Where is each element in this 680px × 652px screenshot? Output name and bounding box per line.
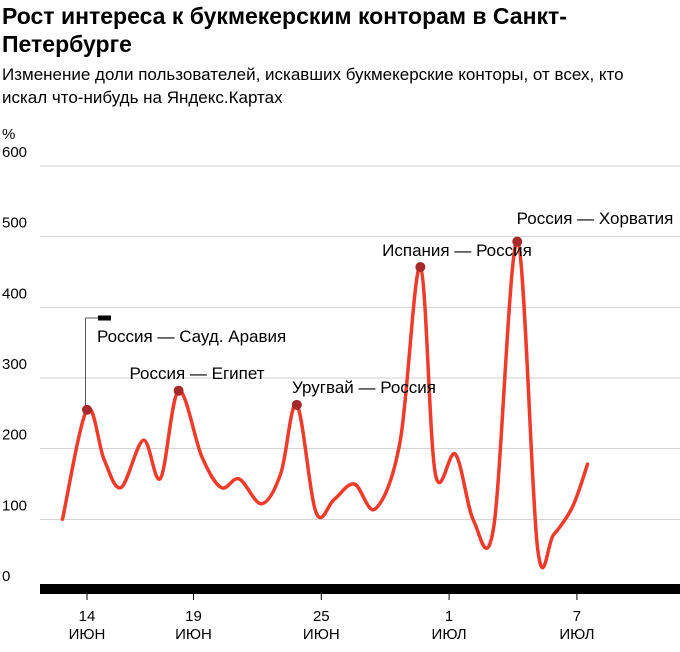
y-axis-ticks: 0 100 200 300 400 500 600 (2, 144, 27, 585)
annotation-label: Уругвай — Россия (292, 378, 436, 397)
y-tick-label: 0 (2, 568, 10, 585)
x-tick-label-day: 25 (313, 608, 330, 625)
y-tick-label: 600 (2, 144, 27, 161)
grid-lines (40, 165, 680, 520)
x-tick-label-month: ИЮН (69, 626, 106, 643)
annotation-point (291, 399, 302, 410)
x-tick-label-month: ИЮН (303, 626, 340, 643)
y-axis-label: % (2, 126, 15, 143)
annotation-label: Россия — Хорватия (517, 209, 674, 228)
x-tick-label-month: ИЮЛ (432, 626, 467, 643)
y-tick-label: 200 (2, 427, 27, 444)
annotation-point (415, 262, 426, 273)
chart-subtitle: Изменение доли пользователей, искавших б… (2, 65, 624, 107)
y-tick-label: 500 (2, 215, 27, 232)
annotation-point (82, 404, 92, 415)
y-tick-label: 100 (2, 497, 27, 514)
x-tick-label-day: 1 (445, 608, 453, 625)
x-tick-label-day: 19 (185, 608, 202, 625)
x-tick-label-month: ИЮН (175, 626, 212, 643)
y-tick-label: 300 (2, 356, 27, 373)
x-axis-baseline (40, 584, 680, 594)
x-tick-label-day: 14 (79, 608, 96, 625)
y-tick-label: 400 (2, 285, 27, 302)
annotation-point (512, 236, 523, 247)
annotation-label: Россия — Сауд. Аравия (97, 327, 286, 346)
series-line (60, 239, 590, 570)
x-tick-label-day: 7 (573, 608, 581, 625)
x-tick-label-month: ИЮЛ (559, 626, 594, 643)
chart-title: Рост интереса к букмекерским конторам в … (2, 3, 567, 57)
annotation-marker (98, 315, 111, 321)
annotations: Россия — Сауд. Аравия Россия — Египет Уруг… (82, 209, 673, 415)
annotation-point (173, 385, 184, 396)
annotation-label: Россия — Египет (129, 364, 264, 383)
annotation-label: Испания — Россия (382, 241, 532, 260)
